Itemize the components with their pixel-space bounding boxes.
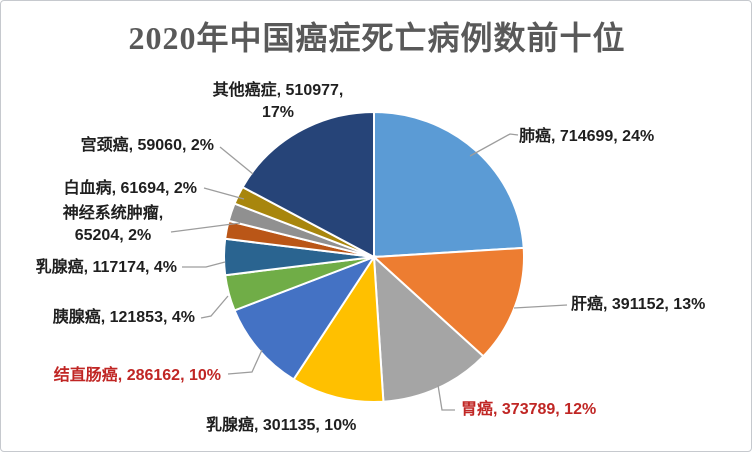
slice-other-cancers [241,110,375,259]
leader-nervous-system-tumor [170,222,241,233]
label-breast-cancer-301135: 乳腺癌, 301135, 10% [206,417,357,434]
label-liver-cancer: 肝癌, 391152, 13% [571,296,706,313]
chart-title: 2020年中国癌症死亡病例数前十位 [128,20,626,56]
label-cervical-cancer: 宫颈癌, 59060, 2% [80,137,214,154]
label-other-cancers: 其他癌症, 510977, 17% [212,82,344,121]
label-nervous-system-tumor: 神经系统肿瘤, 65204, 2% [62,205,164,244]
label-breast-cancer-117174: 乳腺癌, 117174, 4% [35,259,177,276]
slice-breast-cancer-301135 [292,253,385,403]
leader-colorectal-cancer [227,349,263,375]
leader-breast-cancer-117174 [182,261,226,268]
label-lung-cancer: 肺癌, 714699, 24% [519,128,655,145]
label-colorectal-cancer: 结直肠癌, 286162, 10% [53,367,221,384]
slice-colorectal-cancer [233,254,377,381]
leader-pancreatic-cancer [200,295,229,319]
leader-cervical-cancer [219,146,254,175]
pie-slices [223,110,525,403]
leader-lung-cancer [469,133,519,157]
label-pancreatic-cancer: 胰腺癌, 121853, 4% [52,309,195,326]
leader-leukemia [203,187,245,200]
label-stomach-cancer: 胃癌, 373789, 12% [461,401,597,418]
leader-liver-cancer [513,304,568,309]
label-leukemia: 白血病, 61694, 2% [63,180,197,197]
leader-stomach-cancer [437,384,455,411]
leader-lines [170,133,568,411]
slice-lung-cancer [373,110,525,259]
slice-stomach-cancer [372,254,485,403]
slice-liver-cancer [371,246,525,358]
